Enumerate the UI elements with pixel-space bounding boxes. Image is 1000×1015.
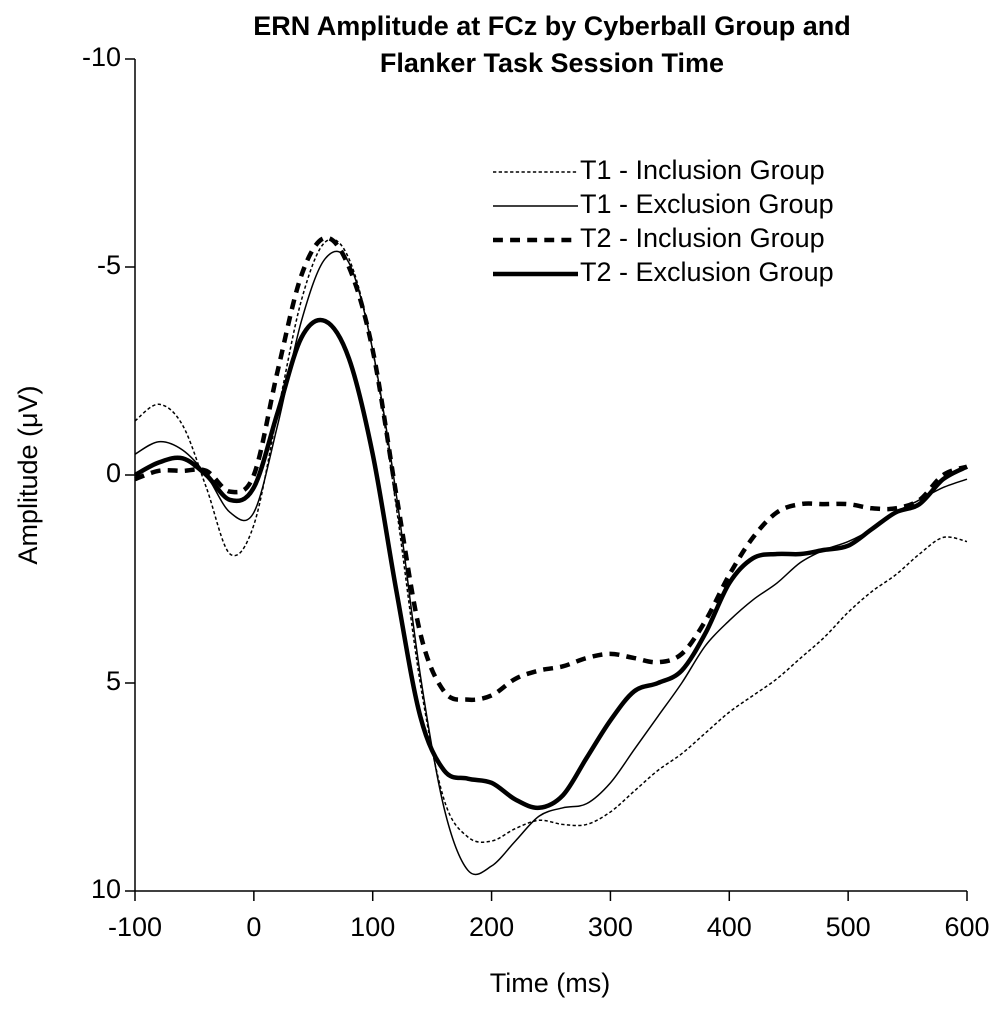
x-tick-label: 500	[826, 912, 871, 942]
y-tick-label: -10	[82, 42, 121, 72]
chart-title: ERN Amplitude at FCz by Cyberball Group …	[253, 11, 851, 78]
x-tick-label: 200	[469, 912, 514, 942]
x-axis-label: Time (ms)	[490, 968, 610, 998]
x-tick-label: 600	[944, 912, 989, 942]
series-line	[134, 250, 968, 876]
y-axis-label: Amplitude (μV)	[13, 385, 43, 564]
legend-label: T1 - Inclusion Group	[580, 155, 825, 185]
series-line	[134, 238, 968, 843]
y-tick-label: -5	[97, 250, 121, 280]
legend-label: T1 - Exclusion Group	[580, 189, 834, 219]
y-tick-label: 10	[91, 874, 121, 904]
y-tick-label: 5	[106, 666, 121, 696]
series-line	[134, 235, 968, 703]
x-tick-label: 100	[350, 912, 395, 942]
x-tick-label: 300	[588, 912, 633, 942]
x-tick-label: 400	[707, 912, 752, 942]
series-line	[133, 317, 969, 811]
legend-label: T2 - Exclusion Group	[580, 257, 834, 287]
x-tick-label: 0	[246, 912, 261, 942]
x-tick-label: -100	[108, 912, 162, 942]
legend-label: T2 - Inclusion Group	[580, 223, 825, 253]
y-tick-label: 0	[106, 458, 121, 488]
